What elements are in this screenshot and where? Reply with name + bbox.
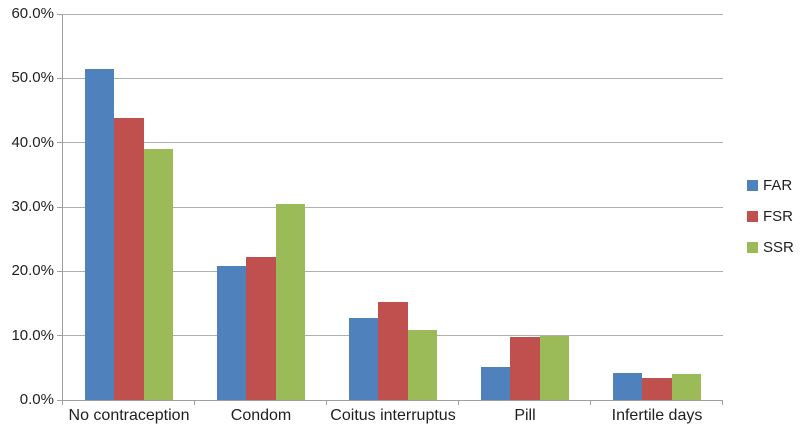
legend-item-far: FAR	[747, 177, 794, 194]
x-axis-tick	[722, 400, 723, 405]
legend-label: FAR	[763, 177, 793, 194]
bar-fsr-1	[114, 117, 144, 400]
y-axis-tick	[57, 206, 63, 208]
bar-far-4	[481, 367, 511, 400]
legend-label: SSR	[763, 239, 794, 256]
category-label: No contraception	[68, 407, 190, 424]
bar-fsr-3	[378, 301, 408, 400]
x-axis-tick	[590, 400, 591, 405]
x-axis-line	[62, 400, 723, 401]
y-tick-label: 50.0%	[11, 69, 54, 87]
legend-item-ssr: SSR	[747, 239, 794, 256]
bar-ssr-1	[143, 149, 173, 400]
category-label: Infertile days	[611, 407, 703, 424]
legend-swatch-fsr	[747, 211, 758, 222]
x-axis-tick	[326, 400, 327, 405]
bar-far-3	[349, 317, 379, 400]
x-axis-tick	[194, 400, 195, 405]
y-gridline	[63, 13, 723, 15]
y-axis-tick	[57, 399, 63, 401]
legend-swatch-far	[747, 180, 758, 191]
bar-ssr-3	[407, 329, 437, 400]
bar-ssr-4	[539, 335, 569, 400]
y-axis-tick	[57, 77, 63, 79]
bar-fsr-5	[642, 378, 672, 400]
y-axis-tick	[57, 270, 63, 272]
bar-far-2	[217, 266, 247, 400]
y-tick-label: 0.0%	[19, 391, 54, 408]
y-gridline	[63, 142, 723, 144]
y-axis-tick	[57, 13, 63, 15]
y-tick-label: 20.0%	[11, 262, 54, 280]
y-tick-label: 10.0%	[11, 326, 54, 344]
legend: FAR FSR SSR	[747, 177, 794, 270]
y-axis-tick	[57, 142, 63, 144]
x-axis-tick	[458, 400, 459, 405]
bar-ssr-2	[275, 204, 305, 400]
category-label: Condom	[230, 407, 292, 424]
bar-fsr-4	[510, 336, 540, 400]
y-gridline	[63, 77, 723, 79]
bar-fsr-2	[246, 257, 276, 400]
x-axis-tick	[62, 400, 63, 405]
category-label: Pill	[514, 407, 536, 424]
legend-label: FSR	[763, 208, 793, 225]
y-tick-label: 60.0%	[11, 5, 54, 22]
y-axis-tick	[57, 335, 63, 337]
legend-item-fsr: FSR	[747, 208, 794, 225]
bar-far-1	[85, 69, 115, 400]
bar-far-5	[613, 372, 643, 400]
y-axis-line	[62, 14, 63, 400]
bar-ssr-5	[671, 374, 701, 400]
y-tick-label: 40.0%	[11, 133, 54, 151]
y-tick-label: 30.0%	[11, 198, 54, 215]
category-label: Coitus interruptus	[330, 407, 456, 424]
legend-swatch-ssr	[747, 242, 758, 253]
